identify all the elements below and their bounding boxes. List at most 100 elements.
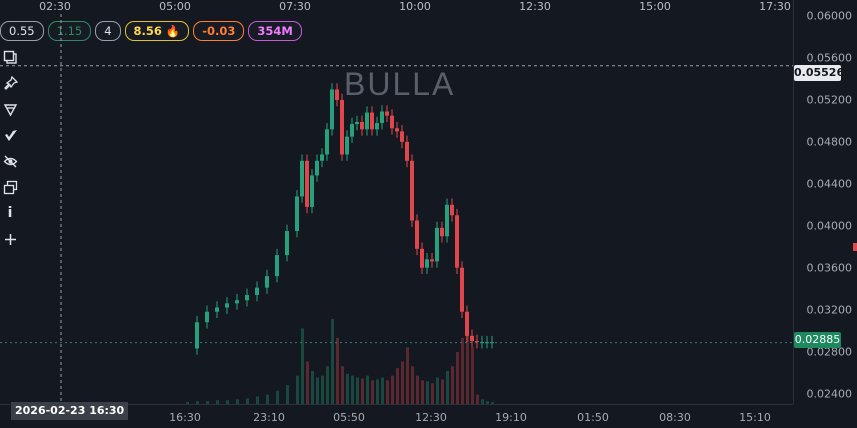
volume-bar xyxy=(331,319,334,404)
candle-body xyxy=(420,248,424,268)
candle-body xyxy=(355,121,359,125)
volume-bar xyxy=(446,370,449,404)
price-tick: 0.03200 xyxy=(806,303,853,317)
candle-body xyxy=(305,160,309,207)
volume-bar xyxy=(311,370,314,404)
time-tick: 12:30 xyxy=(415,411,447,424)
info-icon[interactable]: i xyxy=(7,205,13,221)
time-tick: 19:10 xyxy=(495,411,527,424)
candle-body xyxy=(425,259,429,268)
stat-badge[interactable]: 8.56 🔥 xyxy=(124,21,190,41)
chart-watermark: BULLA xyxy=(344,66,456,102)
candle-body xyxy=(315,160,319,176)
stat-badge[interactable]: 4 xyxy=(95,21,121,41)
volume-bar xyxy=(376,379,379,404)
eye-off-icon[interactable] xyxy=(0,148,20,174)
stat-badge[interactable]: 1.15 xyxy=(47,21,92,41)
crosshair-price-label: 0.05526 xyxy=(794,65,845,81)
price-tick: 0.04800 xyxy=(806,135,853,149)
candle-body xyxy=(380,111,384,124)
stat-badge[interactable]: -0.03 xyxy=(193,21,245,41)
volume-bar xyxy=(356,377,359,404)
pin-icon[interactable] xyxy=(0,70,20,96)
volume-bar xyxy=(431,383,434,404)
volume-bar xyxy=(301,328,304,404)
volume-bar xyxy=(236,399,239,404)
volume-bar xyxy=(421,380,424,404)
candle-body xyxy=(350,124,354,137)
candle-body xyxy=(410,160,414,221)
volume-bar xyxy=(401,361,404,404)
volume-bar xyxy=(386,380,389,404)
candle-body xyxy=(475,341,479,343)
candle-body xyxy=(375,123,379,130)
plus-icon[interactable] xyxy=(0,226,20,252)
candle-body xyxy=(360,121,364,130)
candle-body xyxy=(215,307,219,312)
candle-body xyxy=(440,227,444,237)
candle-body xyxy=(310,175,314,207)
volume-bar xyxy=(316,377,319,404)
candle-body xyxy=(465,311,469,336)
price-tick: 0.02400 xyxy=(806,387,853,401)
candle-body xyxy=(320,154,324,161)
price-tick: 0.02800 xyxy=(806,345,853,359)
time-axis[interactable]: 16:30 23:10 05:50 12:30 19:10 01:50 08:30 15:10 xyxy=(0,404,793,428)
volume-bar xyxy=(321,375,324,404)
candle-body xyxy=(390,115,394,129)
candle-body xyxy=(470,335,474,342)
candle-body xyxy=(195,322,199,349)
candle-body xyxy=(265,276,269,288)
stat-badge[interactable]: 0.55 xyxy=(0,21,44,41)
candle-body xyxy=(455,215,459,268)
volume-bar xyxy=(371,380,374,404)
volume-bar xyxy=(206,401,209,404)
volume-bar xyxy=(306,361,309,404)
volume-bar xyxy=(346,373,349,404)
candle-body xyxy=(300,160,304,197)
volume-bar xyxy=(366,375,369,404)
volume-bar xyxy=(381,377,384,404)
candle-body xyxy=(225,303,229,308)
top-time-axis: 02:30 05:00 07:30 10:00 12:30 15:00 17:30 xyxy=(0,0,793,14)
price-tick: 0.05600 xyxy=(806,51,853,65)
volume-bar xyxy=(436,377,439,404)
candle-body xyxy=(365,112,369,130)
copy-icon[interactable] xyxy=(0,44,20,70)
price-tick: 0.06000 xyxy=(806,9,853,23)
top-time-tick: 15:00 xyxy=(639,0,671,13)
volume-bar xyxy=(256,396,259,404)
volume-bar xyxy=(486,401,489,404)
price-chart[interactable] xyxy=(0,14,793,404)
candle-body xyxy=(450,204,454,216)
volume-bar xyxy=(466,333,469,404)
price-tick: 0.04000 xyxy=(806,219,853,233)
volume-bar xyxy=(481,399,484,404)
price-tick: 0.04400 xyxy=(806,177,853,191)
volume-bar xyxy=(276,390,279,404)
volume-bar xyxy=(461,337,464,404)
top-time-tick: 02:30 xyxy=(39,0,71,13)
candle-body xyxy=(435,227,439,262)
time-tick: 05:50 xyxy=(333,411,365,424)
stat-badge[interactable]: 354M xyxy=(248,21,302,41)
price-axis[interactable]: 0.06000 0.05600 0.05200 0.04800 0.04400 0.040… xyxy=(793,0,857,404)
candle-body xyxy=(445,204,449,237)
top-time-tick: 17:30 xyxy=(759,0,791,13)
left-toolbar: i xyxy=(0,44,20,252)
time-tick: 01:50 xyxy=(577,411,609,424)
volume-bar xyxy=(451,366,454,404)
price-tick: 0.03600 xyxy=(806,261,853,275)
time-tick: 16:30 xyxy=(169,411,201,424)
windows-icon[interactable] xyxy=(0,174,20,200)
candle-body xyxy=(205,311,209,323)
price-tick: 0.05200 xyxy=(806,93,853,107)
volume-bar xyxy=(426,381,429,404)
volume-bar xyxy=(326,366,329,404)
check-icon[interactable] xyxy=(0,122,20,148)
candle-body xyxy=(330,89,334,130)
top-time-tick: 10:00 xyxy=(399,0,431,13)
volume-bar xyxy=(476,394,479,404)
share-icon[interactable] xyxy=(0,96,20,122)
volume-bar xyxy=(471,347,474,404)
